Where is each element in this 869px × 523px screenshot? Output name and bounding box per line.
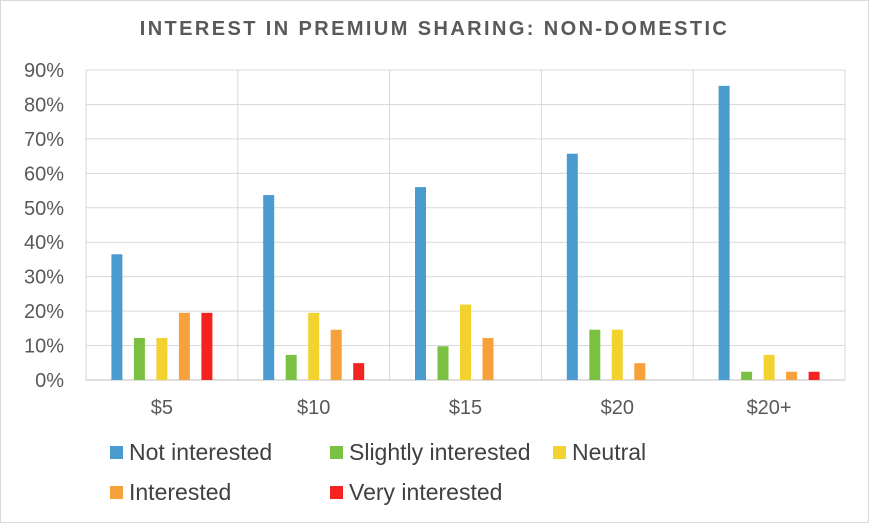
- legend-item-slightly-interested: Slightly interested: [330, 439, 531, 466]
- bar: [330, 329, 342, 380]
- bar: [808, 371, 820, 380]
- bar: [308, 312, 320, 380]
- bar: [482, 337, 494, 380]
- y-tick-label: 50%: [24, 198, 64, 220]
- bar: [178, 312, 190, 380]
- bar: [156, 337, 168, 380]
- legend-label: Very interested: [349, 479, 503, 505]
- y-tick-label: 10%: [24, 336, 64, 358]
- bar: [285, 354, 297, 380]
- legend-swatch: [330, 446, 343, 459]
- legend-label: Not interested: [129, 439, 273, 465]
- bar: [133, 337, 145, 380]
- bar: [786, 371, 798, 380]
- legend-item-not-interested: Not interested: [110, 439, 272, 466]
- y-tick-label: 90%: [24, 60, 64, 82]
- y-tick-label: 20%: [24, 301, 64, 323]
- legend-item-neutral: Neutral: [553, 439, 646, 466]
- legend-item-very-interested: Very interested: [330, 479, 502, 506]
- y-tick-label: 80%: [24, 94, 64, 116]
- legend-swatch: [553, 446, 566, 459]
- bar: [460, 304, 471, 380]
- bar: [437, 346, 449, 380]
- legend-swatch: [330, 486, 343, 499]
- bar: [589, 329, 601, 380]
- bar: [611, 329, 623, 380]
- bar: [763, 354, 775, 380]
- chart-title: INTEREST IN PREMIUM SHARING: NON-DOMESTI…: [139, 18, 730, 40]
- y-tick-label: 60%: [24, 163, 64, 185]
- legend-label: Slightly interested: [349, 439, 531, 465]
- x-tick-label: $20+: [747, 397, 792, 419]
- legend-label: Interested: [129, 479, 232, 505]
- legend-item-interested: Interested: [110, 479, 231, 506]
- y-tick-label: 0%: [35, 370, 64, 392]
- bar: [201, 312, 213, 380]
- bar: [353, 363, 365, 380]
- y-tick-label: 70%: [24, 129, 64, 151]
- bar: [718, 85, 730, 380]
- bar: [415, 187, 426, 380]
- y-tick-label: 30%: [24, 267, 64, 289]
- y-tick-label: 40%: [24, 232, 64, 254]
- bar: [741, 371, 753, 380]
- legend-swatch: [110, 446, 123, 459]
- legend-label: Neutral: [572, 439, 647, 465]
- legend-swatch: [110, 486, 123, 499]
- bar: [111, 254, 123, 380]
- x-tick-label: $20: [601, 397, 634, 419]
- x-tick-label: $5: [151, 397, 173, 419]
- bar: [566, 153, 578, 380]
- x-tick-label: $15: [449, 397, 482, 419]
- bar: [263, 195, 275, 380]
- x-tick-label: $10: [297, 397, 330, 419]
- bar: [634, 363, 646, 380]
